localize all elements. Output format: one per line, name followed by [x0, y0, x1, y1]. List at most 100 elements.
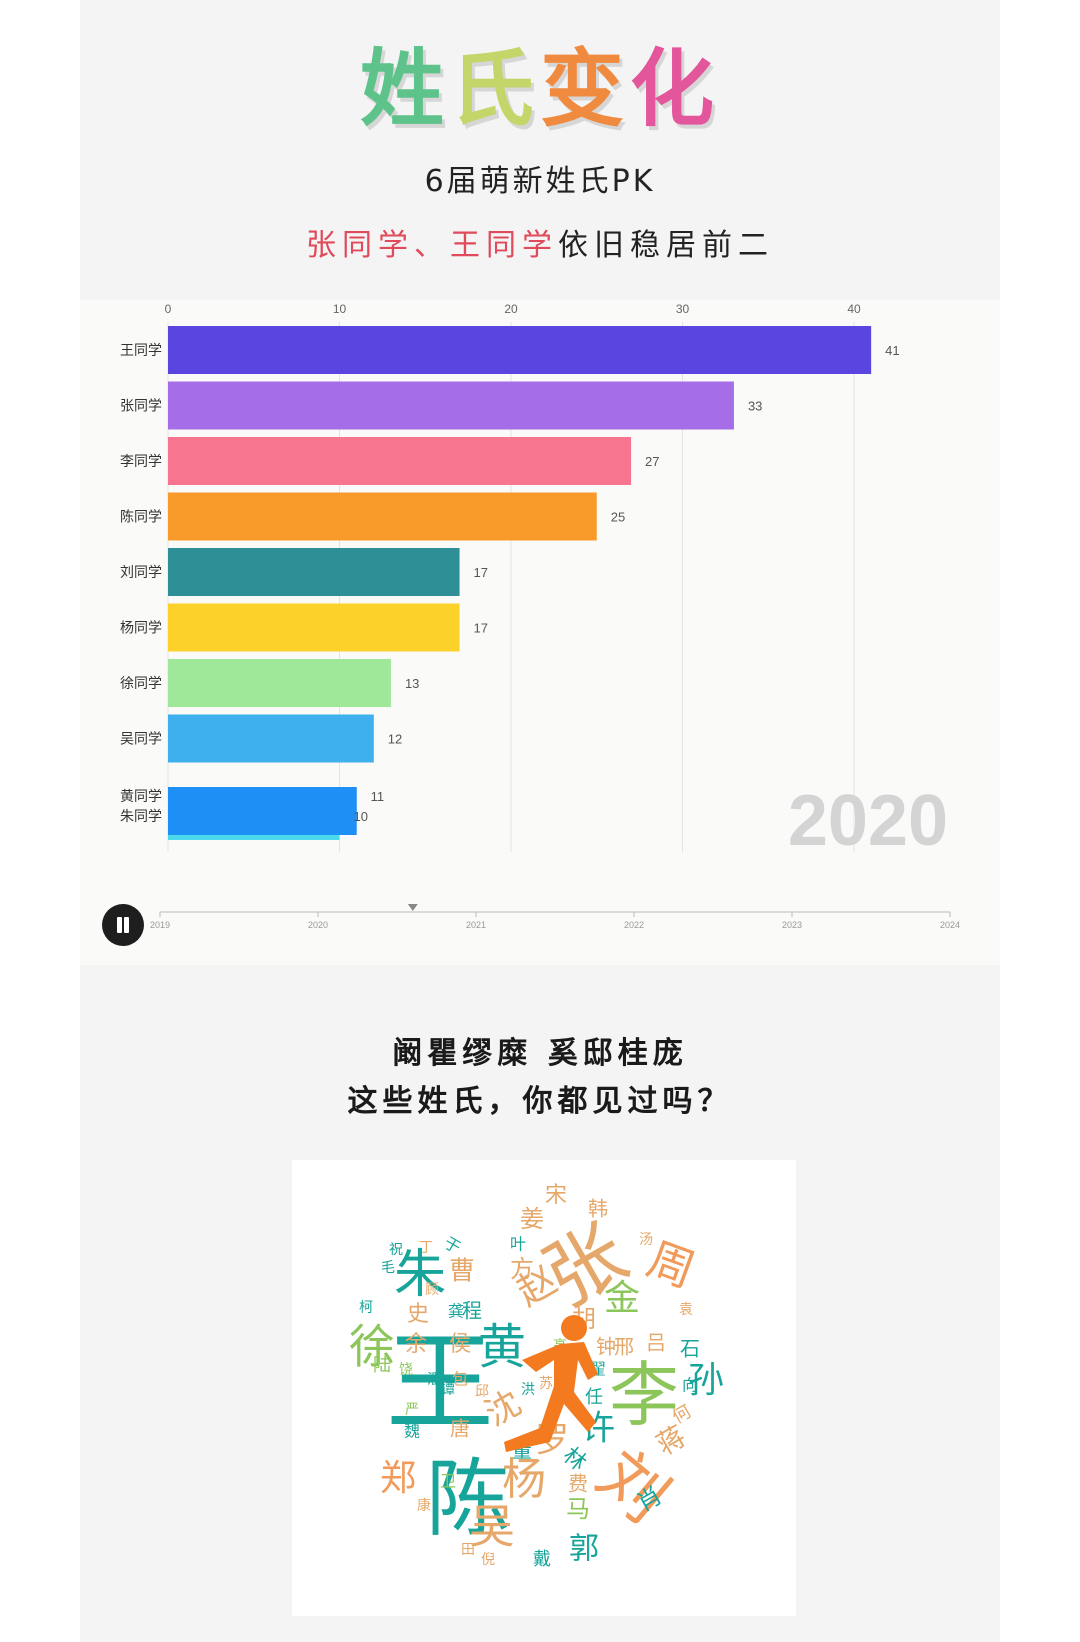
cloud-word-石: 石: [680, 1337, 700, 1361]
cloud-word-汤: 汤: [639, 1232, 653, 1248]
cloud-word-马: 马: [566, 1495, 590, 1523]
value-label: 41: [885, 343, 899, 358]
cloud-word-吴: 吴: [469, 1500, 515, 1554]
pause-button[interactable]: [102, 904, 144, 946]
cloud-word-毛: 毛: [381, 1260, 395, 1276]
cloud-word-朱: 朱: [394, 1245, 446, 1305]
cloud-word-陈: 陈: [426, 1450, 510, 1548]
x-tick-label: 10: [333, 302, 347, 316]
cloud-word-祝: 祝: [389, 1242, 403, 1258]
category-label: 黄同学: [120, 788, 162, 805]
cloud-word-郭: 郭: [569, 1532, 599, 1567]
timeline-label: 2024: [940, 920, 960, 930]
rare-surnames-line: 阚瞿缪糜 奚邸桂庞: [392, 1036, 688, 1071]
category-label: 张同学: [120, 399, 162, 415]
surname-word-cloud: 王张陈李刘黄朱徐杨吴周孙郑赵许沈罗胡金郭马蒋曹方姜史余侯钟邢吕石林肖费唐任韩宋何…: [292, 1160, 796, 1616]
value-label: 12: [388, 732, 402, 747]
timeline-label: 2020: [308, 920, 328, 930]
cloud-word-倪: 倪: [481, 1552, 495, 1568]
cloud-word-田: 田: [461, 1542, 475, 1558]
year-label: 2020: [788, 781, 948, 861]
cloud-word-姜: 姜: [520, 1205, 544, 1233]
cloud-word-陆: 陆: [373, 1355, 391, 1376]
timeline-label: 2023: [782, 920, 802, 930]
cloud-word-柯: 柯: [359, 1300, 373, 1316]
cloud-word-叶: 叶: [510, 1235, 526, 1254]
cloud-word-费: 费: [568, 1472, 588, 1496]
cloud-word-严: 严: [405, 1402, 419, 1418]
cloud-word-李: 李: [609, 1354, 679, 1436]
cloud-word-杨: 杨: [502, 1454, 546, 1505]
cloud-word-龚: 龚: [448, 1302, 464, 1321]
timeline-handle[interactable]: [407, 904, 418, 911]
cloud-word-邢: 邢: [614, 1335, 634, 1359]
headline: 张同学、王同学依旧稳居前二: [80, 220, 1000, 264]
cloud-word-丁: 丁: [419, 1240, 433, 1256]
cloud-word-唐: 唐: [450, 1417, 470, 1441]
bar-杨同学: [168, 603, 460, 652]
headline-rest: 依旧稳居前二: [558, 228, 774, 263]
title-char-4: 化: [630, 40, 721, 138]
cloud-word-向: 向: [682, 1376, 698, 1395]
cloud-word-程: 程: [462, 1299, 482, 1323]
x-tick-label: 0: [165, 302, 172, 316]
cloud-word-任: 任: [585, 1387, 603, 1408]
cloud-word-康: 康: [417, 1497, 431, 1514]
bar-李同学: [168, 437, 632, 485]
cloud-word-洪: 洪: [521, 1382, 535, 1398]
value-label: 17: [474, 621, 488, 636]
x-tick-label: 40: [847, 302, 861, 316]
value-label: 25: [611, 510, 625, 525]
value-label: 33: [748, 399, 762, 414]
cloud-word-王: 王: [386, 1321, 494, 1446]
cloud-word-袁: 袁: [679, 1302, 693, 1318]
bar-吴同学: [168, 714, 374, 763]
runner-silhouette-icon: [504, 1315, 598, 1452]
cloud-word-顾: 顾: [425, 1282, 439, 1298]
title-char-2: 氏: [449, 40, 540, 138]
bar-徐同学: [168, 659, 391, 707]
subtitle: 6届萌新姓氏PK: [424, 164, 656, 199]
timeline-label: 2022: [624, 920, 644, 930]
cloud-word-戴: 戴: [533, 1549, 551, 1570]
value-label: 11: [371, 789, 385, 804]
category-label: 刘同学: [120, 565, 162, 581]
bar-王同学: [168, 326, 872, 374]
cloud-word-苏: 苏: [539, 1376, 553, 1392]
cloud-word-宋: 宋: [545, 1183, 567, 1208]
category-label: 徐同学: [120, 676, 162, 692]
cloud-word-余: 余: [405, 1332, 427, 1357]
cloud-word-曹: 曹: [449, 1257, 475, 1287]
cloud-word-徐: 徐: [349, 1320, 395, 1374]
value-label: 10: [354, 809, 368, 824]
timeline-label: 2021: [466, 920, 486, 930]
category-label: 吴同学: [120, 732, 162, 748]
cloud-word-郑: 郑: [380, 1458, 416, 1499]
category-label: 朱同学: [120, 809, 162, 825]
rare-surnames-question: 这些姓氏，你都见过吗？: [347, 1084, 733, 1119]
cloud-word-魏: 魏: [404, 1422, 420, 1441]
cloud-word-邱: 邱: [475, 1384, 489, 1400]
cloud-word-吕: 吕: [646, 1331, 666, 1355]
cloud-word-钟: 钟: [596, 1335, 616, 1359]
timeline-label: 2019: [150, 920, 170, 930]
x-tick-label: 30: [676, 302, 690, 316]
cloud-word-方: 方: [510, 1255, 534, 1283]
cloud-word-谭: 谭: [441, 1382, 455, 1398]
category-label: 李同学: [120, 454, 162, 470]
word-cloud-svg: 王张陈李刘黄朱徐杨吴周孙郑赵许沈罗胡 金郭马蒋曹 方姜史余侯钟邢吕石林肖费唐任韩宋何…: [349, 1183, 724, 1570]
category-label: 王同学: [120, 343, 162, 359]
cloud-word-潘: 潘: [427, 1372, 441, 1388]
cloud-word-史: 史: [407, 1302, 429, 1327]
value-label: 13: [405, 676, 419, 691]
bar-黄同学: [168, 787, 357, 835]
cloud-word-饶: 饶: [399, 1362, 413, 1378]
bar-刘同学: [168, 548, 460, 596]
cloud-word-包: 包: [452, 1370, 468, 1389]
title-char-3: 变: [540, 40, 631, 138]
category-label: 陈同学: [120, 509, 162, 526]
cloud-word-金: 金: [604, 1278, 640, 1319]
cloud-word-孙: 孙: [688, 1360, 724, 1401]
bar-陈同学: [168, 492, 597, 541]
cloud-word-韩: 韩: [588, 1197, 608, 1221]
